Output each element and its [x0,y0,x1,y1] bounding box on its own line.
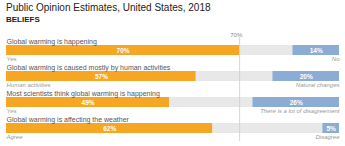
svg-text:Global warming is happening: Global warming is happening [7,38,97,46]
svg-text:Agree: Agree [6,134,24,140]
svg-text:Yes: Yes [7,56,17,62]
svg-text:5%: 5% [326,125,336,132]
svg-text:Human activities: Human activities [7,82,51,88]
svg-text:Natural changes: Natural changes [296,82,340,88]
html-text:BELIEFS: BELIEFS [6,15,40,24]
svg-text:Global warming is caused mostl: Global warming is caused mostly by human… [7,64,171,72]
svg-text:70%: 70% [117,47,130,54]
svg-text:70%: 70% [230,32,243,38]
svg-text:49%: 49% [82,99,95,106]
svg-text:14%: 14% [310,47,323,54]
svg-text:Global warming is affecting th: Global warming is affecting the weather [7,116,130,124]
svg-text:There is a lot of disagreement: There is a lot of disagreement [260,108,340,114]
html-text:Public Opinion Estimates, Unit: Public Opinion Estimates, United States,… [6,2,211,13]
svg-text:20%: 20% [300,73,313,80]
svg-text:No: No [332,56,340,62]
svg-text:Disagree: Disagree [315,134,340,140]
svg-text:Yes: Yes [7,108,17,114]
svg-text:62%: 62% [103,125,116,132]
svg-text:57%: 57% [95,73,108,80]
svg-text:26%: 26% [290,99,303,106]
svg-text:Most scientists think global w: Most scientists think global warming is … [7,90,160,98]
